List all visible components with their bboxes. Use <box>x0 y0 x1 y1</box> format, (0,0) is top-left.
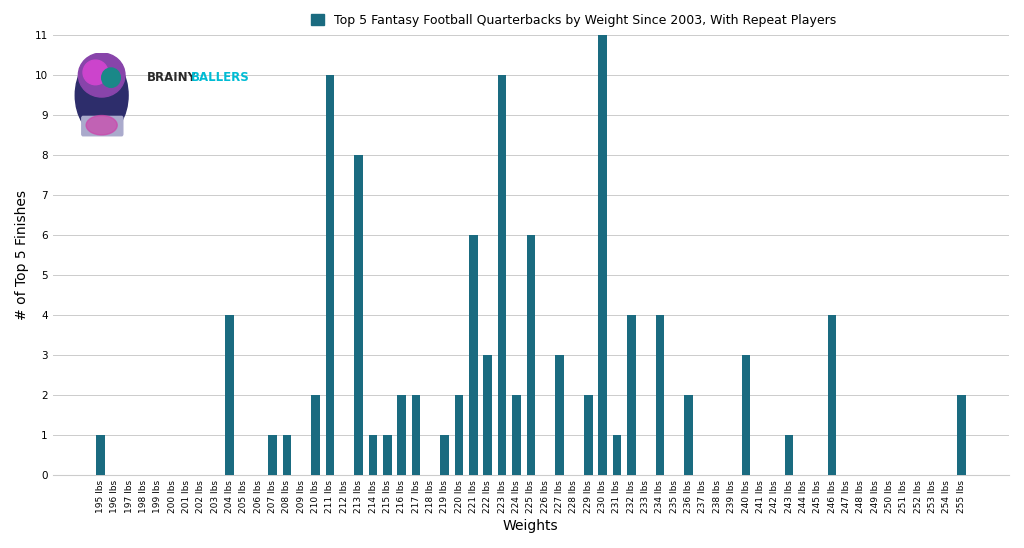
Bar <box>784 436 794 476</box>
Bar <box>584 396 593 476</box>
Legend: Top 5 Fantasy Football Quarterbacks by Weight Since 2003, With Repeat Players: Top 5 Fantasy Football Quarterbacks by W… <box>306 9 841 32</box>
X-axis label: Weights: Weights <box>503 519 559 533</box>
Bar <box>526 236 536 476</box>
Bar <box>354 156 362 476</box>
Bar <box>612 436 622 476</box>
Bar <box>598 36 607 476</box>
Bar <box>684 396 693 476</box>
Bar <box>512 396 521 476</box>
Bar <box>483 356 493 476</box>
Bar <box>225 316 233 476</box>
Bar <box>956 396 966 476</box>
Bar <box>369 436 377 476</box>
Text: BALLERS: BALLERS <box>191 71 250 84</box>
Bar <box>741 356 751 476</box>
Bar <box>498 76 507 476</box>
Bar <box>383 436 391 476</box>
Bar <box>397 396 407 476</box>
Bar <box>311 396 319 476</box>
Bar <box>655 316 665 476</box>
Bar <box>96 436 104 476</box>
Bar <box>283 436 291 476</box>
Bar <box>326 76 334 476</box>
Bar <box>268 436 276 476</box>
Bar <box>440 436 450 476</box>
Bar <box>412 396 421 476</box>
Bar <box>555 356 564 476</box>
Bar <box>627 316 636 476</box>
Bar <box>455 396 464 476</box>
Bar <box>827 316 837 476</box>
Text: BRAINY: BRAINY <box>146 71 197 84</box>
Bar <box>469 236 478 476</box>
Y-axis label: # of Top 5 Finishes: # of Top 5 Finishes <box>15 191 29 321</box>
